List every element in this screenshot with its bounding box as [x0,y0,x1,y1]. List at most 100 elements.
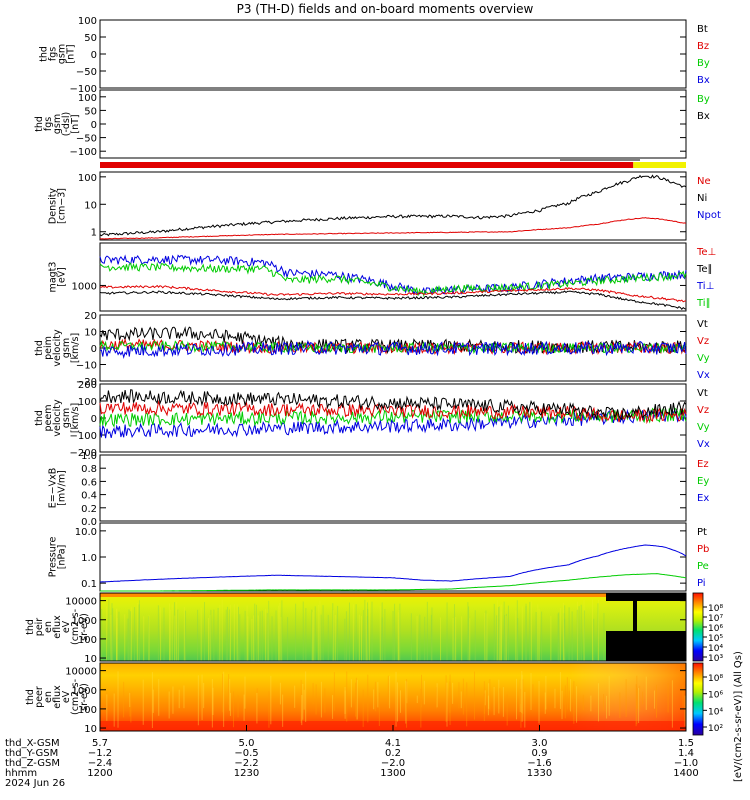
legend-By: By [697,58,710,69]
y-tick-label: 1000 [72,616,97,627]
y-tick-label: 100 [78,16,97,27]
x-row-value: 0.9 [532,748,548,759]
y-axis-label: velocity [52,329,63,367]
panel-density: 100 10 1 Density[cm−3] Ne Ni Npot [48,171,721,241]
legend-Ez: Ez [697,459,709,470]
x-row-value: 1.4 [678,748,694,759]
series-Pe [100,573,687,592]
panel-roi-bar [100,159,686,168]
y-tick-label: −100 [70,84,97,95]
x-row-value: −2.2 [234,758,258,769]
y-axis-label: E=−VxB [48,468,59,509]
y-axis-label: thd [34,340,45,356]
legend-Ti⊥: Ti⊥ [696,281,714,292]
y-tick-label: 10000 [65,667,97,678]
y-axis-label: Pressure [48,537,59,578]
spectrogram-image [100,593,686,661]
y-axis-label: peer [34,686,45,708]
legend-Vy: Vy [697,422,710,433]
series-Vz [99,399,687,425]
y-axis-label: (-dsl) [61,112,72,136]
panel-temperature: 1000 magt3[eV] Te⊥ Te∥ Ti⊥ Ti∥ [48,242,716,312]
y-axis-label: peem [43,405,54,432]
legend-Ex: Ex [697,493,709,504]
y-axis-label: thd [25,619,36,635]
y-axis-label: velocity [52,399,63,437]
panel-frame [99,454,687,522]
y-tick-label: 10.0 [75,527,97,538]
legend-Vz: Vz [697,405,709,416]
y-tick-label: −100 [70,147,97,158]
y-axis-label: sr-eV) [79,683,90,711]
y-axis-label: thd [34,116,45,132]
y-tick-label: 1 [91,228,97,239]
y-axis-label: eV [61,620,72,633]
y-tick-label: 10 [84,724,97,735]
y-axis-label: Density [48,188,59,224]
x-row-value: 5.7 [92,738,108,749]
spectrogram-fill-region [606,593,686,601]
spectrogram-fill-region [606,631,686,661]
panel-peir-spectrogram: 10000 1000 100 10 thdpeirenefluxeV(cm2-s-sr-… [25,592,687,665]
y-axis-label: [nPa] [57,545,68,570]
series-Te∥ [99,290,687,310]
legend-Vt: Vt [697,319,708,330]
x-row-value: 1.5 [678,738,694,749]
legend-Ne: Ne [697,176,711,187]
x-row-value: −1.0 [674,758,698,769]
y-tick-label: 1000 [72,686,97,697]
legend-Bt: Bt [697,24,708,35]
y-axis-label: (cm2-s- [70,679,81,715]
y-tick-label: 10 [84,328,97,339]
y-tick-label: 10 [84,200,97,211]
y-axis-label: [eV] [57,267,68,287]
series-Pi [99,544,687,583]
series-Ne [99,217,687,240]
x-row-value: 1200 [87,768,112,779]
x-row-value: −2.4 [88,758,112,769]
colorbar-tick-label: 10⁵ [708,634,723,644]
y-axis-label: [nT] [66,44,77,63]
series-Vy [99,407,687,428]
y-tick-label: 1.0 [81,553,97,564]
x-row-value: 1330 [527,768,552,779]
y-tick-label: 1000 [72,281,97,292]
legend-Pt: Pt [697,527,707,538]
y-axis-label: gsm [61,408,72,428]
panel-frame [99,522,687,592]
colorbar-tick-label: 10⁴ [708,644,723,654]
y-axis-label: thd [39,46,50,62]
x-row-value: −1.2 [88,748,112,759]
legend-Ey: Ey [697,476,709,487]
x-row-value: 3.0 [532,738,548,749]
x-row-label: thd_X-GSM [5,738,60,749]
y-axis-label: gsm [61,338,72,358]
y-tick-label: 100 [78,397,97,408]
panel-frame [99,89,687,159]
legend-Vt: Vt [697,388,708,399]
panel-frame [99,171,687,241]
x-row-label: thd_Y-GSM [5,748,58,759]
y-tick-label: 1.0 [81,451,97,462]
y-axis-label: en [43,621,54,633]
y-tick-label: 50 [84,106,97,117]
y-axis-label: gsm [57,44,68,64]
series-Ti∥ [99,261,687,298]
x-row-value: 1300 [380,768,405,779]
y-axis-label: [mV/m] [57,470,68,506]
x-row-value: 5.0 [239,738,255,749]
y-tick-label: 10 [84,654,97,665]
y-axis-label: en [43,691,54,703]
legend-Bx: Bx [697,75,710,86]
legend-Npot: Npot [697,210,721,221]
legend-Pe: Pe [697,561,709,572]
colorbar-tick-label: 10⁴ [708,707,723,717]
x-row-label: hhmm [5,768,37,779]
y-axis-label: eV [61,690,72,703]
legend-Vx: Vx [697,370,710,381]
legend-Ti∥: Ti∥ [696,298,711,309]
y-tick-label: 20 [84,311,97,322]
panel-frame [99,592,687,662]
spectrogram-band [100,593,686,597]
